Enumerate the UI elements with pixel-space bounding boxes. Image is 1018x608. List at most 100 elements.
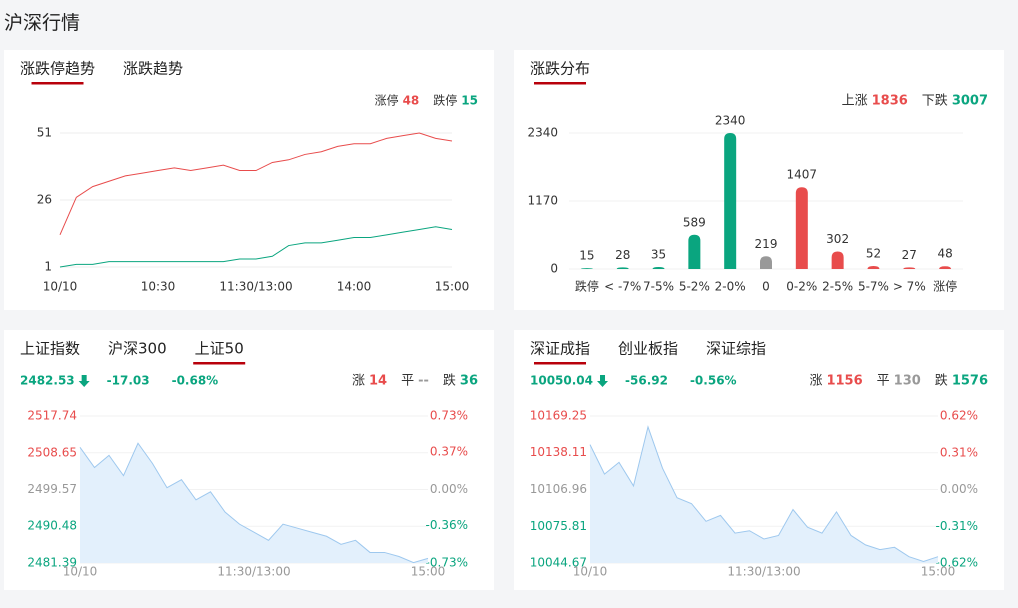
tab[interactable]: 涨跌分布 (530, 60, 590, 78)
y2-tick-label: -0.36% (426, 518, 468, 532)
value-label: 15 (579, 249, 594, 263)
bar (580, 268, 593, 269)
stat-value: 3007 (952, 94, 988, 109)
y-tick-label: 2517.74 (27, 409, 77, 423)
x-tick-label: 15:00 (921, 565, 956, 579)
stat-value: 14 (369, 374, 387, 389)
tab-underline (534, 82, 587, 85)
y-tick-label: 10075.81 (530, 519, 587, 533)
tab[interactable]: 深证综指 (706, 340, 766, 358)
stat-value: 36 (460, 374, 478, 389)
x-tick-label: 14:00 (337, 280, 372, 294)
tab[interactable]: 上证指数 (20, 340, 80, 358)
bar (652, 266, 665, 269)
x-tick-label: 跌停 (575, 279, 599, 294)
quote-change: -17.03 (107, 374, 150, 388)
stat-value: 1576 (952, 374, 988, 389)
stat-label: 跌 (935, 373, 948, 389)
y2-tick-label: 0.37% (430, 445, 468, 459)
stat-value: 1156 (826, 374, 862, 389)
y2-tick-label: 0.00% (430, 482, 468, 496)
stat-label: 涨 (352, 374, 365, 389)
x-tick-label: 2-5% (822, 280, 853, 294)
x-tick-label: 0-2% (786, 280, 817, 294)
y-tick-label: 10044.67 (530, 556, 587, 570)
y-tick-label: 51 (37, 126, 52, 140)
legend-label: 跌停 (433, 93, 457, 108)
series-line (589, 425, 939, 562)
index-chart: 深证成指 创业板指 深证综指 10050.04 -56.92 -0.56% 1576 跌 130… (530, 340, 988, 579)
value-label: 2340 (715, 114, 746, 128)
tab[interactable]: 沪深300 (108, 340, 167, 358)
panel: 上证指数 沪深300 上证50 2482.53 -17.03 -0.68% 36 跌 -- 平 14… (4, 330, 494, 590)
quote-arrow (597, 375, 609, 387)
x-tick-label: 5-2% (679, 280, 710, 294)
stat-label: 平 (401, 374, 414, 389)
y-tick-label: 2508.65 (27, 445, 77, 459)
x-tick-label: 11:30/13:00 (217, 565, 290, 579)
bar (867, 265, 880, 269)
y2-tick-label: -0.62% (936, 556, 978, 570)
series-line (59, 132, 453, 236)
panel: 深证成指 创业板指 深证综指 10050.04 -56.92 -0.56% 1576 跌 130… (514, 330, 1004, 590)
tab[interactable]: 涨跌趋势 (123, 60, 183, 78)
index-chart: 上证指数 沪深300 上证50 2482.53 -17.03 -0.68% 36 跌 -- 平 14… (20, 340, 478, 579)
y2-tick-label: 0.00% (940, 482, 978, 496)
y2-tick-label: -0.31% (936, 519, 978, 533)
tab[interactable]: 深证成指 (530, 340, 590, 358)
y-tick-label: 2340 (527, 126, 558, 140)
value-label: 27 (902, 248, 917, 262)
y-tick-label: 10106.96 (530, 482, 587, 496)
limit-trend-chart: 涨跌停趋势 涨跌趋势 15 跌停 48 涨停 1 26 51 10/10 10:30 11:30/13… (20, 60, 478, 294)
bar (903, 267, 916, 269)
quote-price: 2482.53 (20, 374, 75, 388)
panel: 涨跌分布 3007 下跌 1836 上涨 0 1170 2340 15 跌停 28 < -7% 35 7-… (514, 50, 1004, 310)
tab[interactable]: 上证50 (195, 340, 244, 358)
value-label: 35 (651, 247, 666, 261)
series-line (79, 442, 429, 564)
quote-change-pct: -0.56% (690, 374, 737, 388)
x-tick-label: 15:00 (411, 565, 446, 579)
y-tick-label: 2499.57 (27, 482, 77, 496)
y2-tick-label: 0.62% (940, 409, 978, 423)
tab-underline (534, 362, 587, 365)
y2-tick-label: -0.73% (426, 556, 468, 570)
x-tick-label: < -7% (604, 280, 641, 294)
stat-value: 130 (894, 374, 921, 389)
quote-price: 10050.04 (530, 374, 593, 388)
x-tick-label: 11:30/13:00 (219, 280, 292, 294)
tab-underline (193, 362, 246, 365)
x-tick-label: 10:30 (141, 280, 176, 294)
x-tick-label: 10/10 (63, 565, 98, 579)
value-label: 48 (937, 247, 952, 261)
x-tick-label: 10/10 (573, 565, 608, 579)
y-tick-label: 2481.39 (27, 556, 77, 570)
value-label: 589 (683, 215, 706, 229)
value-label: 302 (826, 232, 849, 246)
bar (939, 266, 952, 269)
stat-value: 1836 (872, 94, 908, 109)
x-tick-label: 涨停 (933, 279, 957, 294)
x-tick-label: 0 (762, 280, 770, 294)
x-tick-label: 7-5% (643, 280, 674, 294)
y2-tick-label: 0.73% (430, 409, 468, 423)
value-label: 219 (755, 237, 778, 251)
bar (795, 187, 808, 269)
stat-label: 涨 (809, 374, 822, 389)
page-title: 沪深行情 (4, 12, 81, 34)
y2-tick-label: 0.31% (940, 445, 978, 459)
y-tick-label: 10138.11 (530, 445, 587, 459)
y-tick-label: 26 (37, 193, 52, 207)
quote-arrow (78, 375, 90, 387)
tab[interactable]: 涨跌停趋势 (20, 60, 95, 78)
stat-label: 下跌 (922, 93, 948, 109)
series-line (59, 226, 453, 268)
tab-underline (31, 82, 84, 85)
legend-value: 48 (403, 94, 420, 108)
x-tick-label: 2-0% (715, 280, 746, 294)
quote-change: -56.92 (625, 374, 668, 388)
area-fill (80, 443, 428, 563)
bar (616, 267, 629, 269)
tab[interactable]: 创业板指 (618, 340, 678, 358)
